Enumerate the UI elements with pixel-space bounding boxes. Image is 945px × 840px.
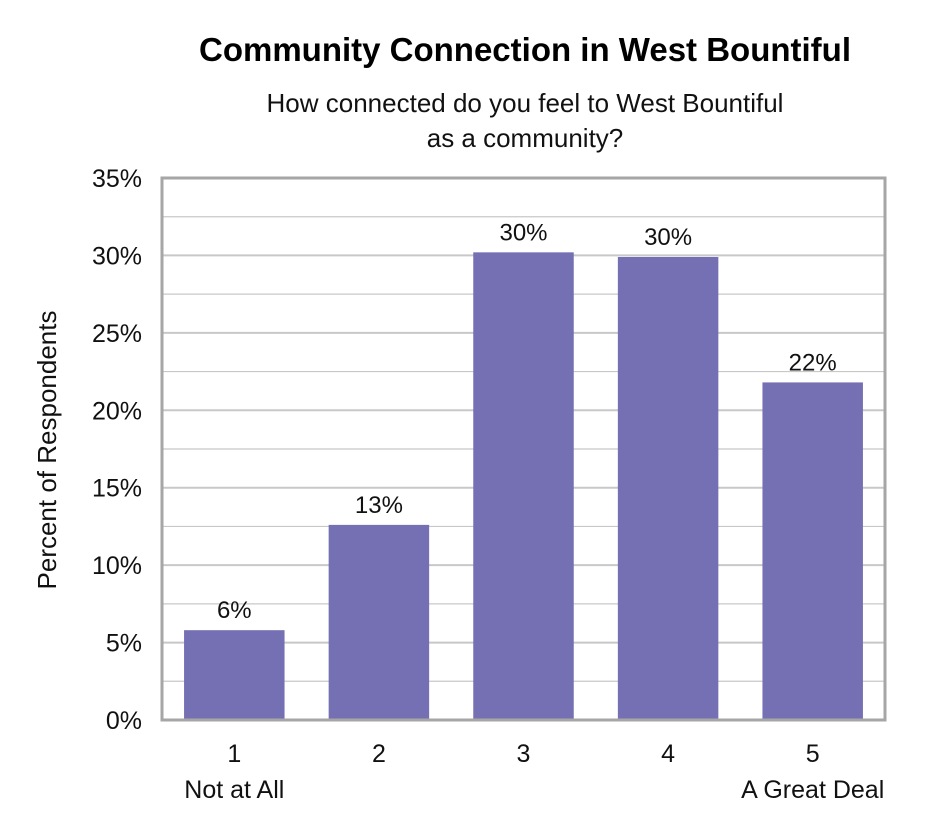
- x-tick-label-2: 2: [372, 740, 386, 768]
- y-tick-label: 30%: [92, 242, 142, 270]
- bar-1: [184, 630, 285, 720]
- data-label-4: 30%: [644, 224, 692, 251]
- data-label-2: 13%: [355, 492, 403, 519]
- bar-4: [617, 256, 719, 720]
- y-tick-label: 0%: [106, 707, 142, 735]
- y-tick-label: 25%: [92, 320, 142, 348]
- chart-subtitle-line-2: as a community?: [427, 123, 624, 153]
- y-tick-label: 5%: [106, 630, 142, 658]
- bar-3: [473, 252, 574, 720]
- x-tick-label-4: 4: [661, 740, 675, 768]
- data-label-1: 6%: [217, 597, 252, 624]
- x-tick-sublabel-1: Not at All: [184, 776, 284, 804]
- plot-frame: [160, 176, 887, 722]
- x-tick-label-1: 1: [227, 740, 241, 768]
- bar-2: [328, 524, 430, 720]
- x-axis-ticks: 1 Not at All 2 3 4 5 A Great Deal: [184, 740, 884, 804]
- x-tick-label-5: 5: [806, 740, 820, 768]
- y-tick-label: 20%: [92, 397, 142, 425]
- bars: [184, 252, 863, 720]
- y-tick-label: 35%: [92, 165, 142, 193]
- bar-5: [762, 382, 863, 720]
- data-labels: 6% 13% 30% 30% 22%: [217, 219, 837, 624]
- y-tick-label: 10%: [92, 552, 142, 580]
- x-tick-label-3: 3: [517, 740, 531, 768]
- data-label-5: 22%: [789, 349, 837, 376]
- chart-subtitle-line-1: How connected do you feel to West Bounti…: [267, 88, 784, 118]
- chart-title: Community Connection in West Bountiful: [199, 31, 851, 68]
- data-label-3: 30%: [499, 219, 547, 246]
- y-axis-ticks: 0% 5% 10% 15% 20% 25% 30% 35%: [92, 165, 142, 735]
- y-axis-label: Percent of Respondents: [32, 311, 62, 590]
- y-tick-label: 15%: [92, 475, 142, 503]
- x-tick-sublabel-5: A Great Deal: [741, 776, 884, 804]
